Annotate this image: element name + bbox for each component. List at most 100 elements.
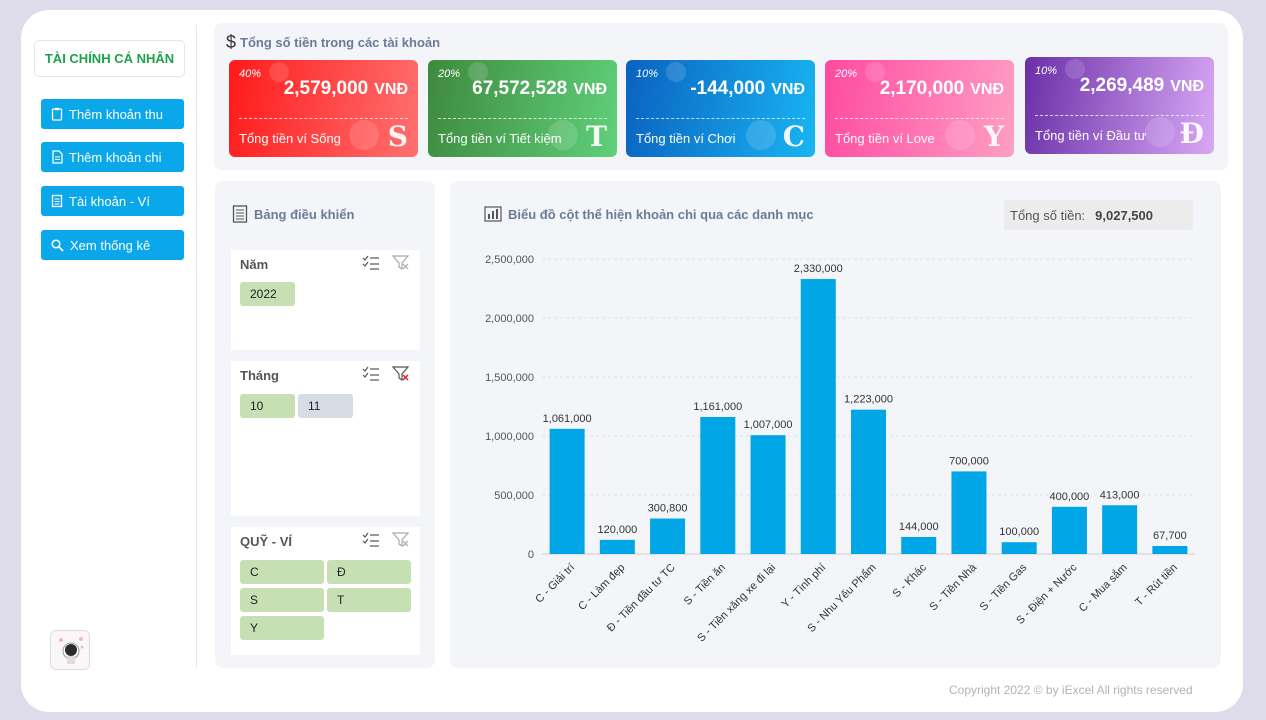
x-tick-label: S - Tiền Gas <box>978 561 1030 613</box>
year-slicer: Năm 2022 <box>231 250 420 350</box>
add-expense-button[interactable]: Thêm khoản chi <box>41 142 184 172</box>
card-decoration <box>468 62 488 82</box>
data-label: 100,000 <box>999 526 1039 538</box>
y-tick-label: 1,500,000 <box>485 372 534 384</box>
card-amount-value: 67,572,528 <box>472 78 568 99</box>
bar <box>901 537 937 554</box>
card-divider <box>835 118 1004 119</box>
card-percent: 20% <box>438 68 461 80</box>
card-divider <box>1035 115 1204 116</box>
card-amount: 2,579,000 VNĐ <box>284 78 408 100</box>
search-icon <box>51 238 64 252</box>
chart-total: Tổng số tiền: 9,027,500 <box>1004 200 1193 230</box>
brand-title: TÀI CHÍNH CÁ NHÂN <box>34 40 185 77</box>
y-tick-label: 500,000 <box>494 490 534 502</box>
card-label: Tổng tiền ví Tiết kiệm <box>438 131 562 146</box>
chart-title-text: Biểu đồ cột thể hiện khoản chi qua các d… <box>508 206 814 222</box>
card-currency: VNĐ <box>1170 78 1204 95</box>
card-decoration <box>865 62 885 82</box>
bar <box>1001 542 1037 554</box>
wallet-card[interactable]: 40% 2,579,000 VNĐ Tổng tiền ví Sống S <box>229 60 418 157</box>
card-amount: 2,269,489 VNĐ <box>1080 75 1204 97</box>
accounts-wallet-button[interactable]: Tài khoản - Ví <box>41 186 184 216</box>
bar <box>599 539 635 554</box>
card-percent: 10% <box>636 68 659 80</box>
slicer-item-t[interactable]: T <box>327 588 411 612</box>
slicer-item-10[interactable]: 10 <box>240 394 295 418</box>
card-amount: 2,170,000 VNĐ <box>880 78 1004 100</box>
card-amount-value: 2,579,000 <box>283 78 369 99</box>
card-amount-value: 2,269,489 <box>1079 75 1165 96</box>
slicer-item-2022[interactable]: 2022 <box>240 282 295 306</box>
x-tick-label: C - Làm đẹp <box>576 562 627 613</box>
card-percent: 20% <box>835 68 858 80</box>
clipboard-icon <box>51 107 63 121</box>
ledger-icon <box>232 205 248 223</box>
expense-bar-chart: 0 500,000 1,000,000 1,500,000 2,000,000 2,500… <box>485 254 1195 644</box>
card-currency: VNĐ <box>771 81 805 98</box>
card-divider <box>239 118 408 119</box>
total-value: 9,027,500 <box>1095 207 1153 223</box>
data-label: 1,223,000 <box>844 394 893 406</box>
x-tick-label: S - Tiền Nhà <box>927 561 979 613</box>
x-tick-label: S - Tiền ăn <box>682 562 728 608</box>
add-expense-label: Thêm khoản chi <box>69 149 162 165</box>
document-icon <box>52 150 63 164</box>
slicer-item-11[interactable]: 11 <box>298 394 353 418</box>
data-label: 1,061,000 <box>543 413 592 425</box>
slicer-item-d[interactable]: Đ <box>327 560 411 584</box>
multi-select-icon[interactable] <box>362 532 380 548</box>
card-decoration <box>548 120 578 150</box>
wallet-card[interactable]: 10% 2,269,489 VNĐ Tổng tiền ví Đầu tư Đ <box>1025 57 1214 154</box>
card-decoration <box>746 120 776 150</box>
card-label: Tổng tiền ví Love <box>835 131 935 146</box>
card-wallet-letter: C <box>782 120 805 153</box>
slicer-item-c[interactable]: C <box>240 560 324 584</box>
card-currency: VNĐ <box>970 81 1004 98</box>
card-amount-value: -144,000 <box>690 78 766 99</box>
slicer-item-y[interactable]: Y <box>240 616 324 640</box>
clear-filter-icon[interactable] <box>392 255 410 271</box>
card-decoration <box>1145 117 1175 147</box>
card-label: Tổng tiền ví Chơi <box>636 131 736 146</box>
data-label: 1,007,000 <box>744 419 793 431</box>
view-statistics-label: Xem thống kê <box>70 237 151 253</box>
card-label: Tổng tiền ví Đầu tư <box>1035 128 1147 143</box>
card-divider <box>438 118 607 119</box>
clear-filter-icon[interactable] <box>392 366 410 382</box>
add-income-button[interactable]: Thêm khoản thu <box>41 99 184 129</box>
bar <box>1152 546 1188 554</box>
chart-title: Biểu đồ cột thể hiện khoản chi qua các d… <box>484 206 814 222</box>
data-label: 400,000 <box>1050 491 1090 503</box>
avatar[interactable] <box>50 630 90 670</box>
card-decoration <box>945 120 975 150</box>
card-wallet-letter: T <box>586 120 607 153</box>
accounts-wallet-label: Tài khoản - Ví <box>69 193 150 209</box>
slicer-item-s[interactable]: S <box>240 588 324 612</box>
summary-title-text: Tổng số tiền trong các tài khoản <box>240 35 441 50</box>
x-tick-label: C - Giải trí <box>533 562 577 606</box>
total-label: Tổng số tiền: <box>1010 207 1086 223</box>
control-title-text: Bảng điều khiển <box>254 206 355 222</box>
multi-select-icon[interactable] <box>362 366 380 382</box>
card-wallet-letter: Y <box>984 120 1004 153</box>
view-statistics-button[interactable]: Xem thống kê <box>41 230 184 260</box>
y-tick-label: 2,500,000 <box>485 254 534 266</box>
wallet-card[interactable]: 20% 2,170,000 VNĐ Tổng tiền ví Love Y <box>825 60 1014 157</box>
add-income-label: Thêm khoản thu <box>69 106 163 122</box>
clear-filter-icon[interactable] <box>392 532 410 548</box>
card-percent: 10% <box>1035 65 1058 77</box>
year-slicer-title: Năm <box>240 257 269 272</box>
wallet-card[interactable]: 20% 67,572,528 VNĐ Tổng tiền ví Tiết kiệm T <box>428 60 617 157</box>
card-wallet-letter: S <box>387 120 408 153</box>
data-label: 413,000 <box>1100 489 1140 501</box>
wallet-card[interactable]: 10% -144,000 VNĐ Tổng tiền ví Chơi C <box>626 60 815 157</box>
x-tick-label: S - Khác <box>891 561 930 600</box>
bar <box>1051 506 1087 554</box>
multi-select-icon[interactable] <box>362 255 380 271</box>
card-label: Tổng tiền ví Sống <box>239 131 341 146</box>
bar <box>700 417 736 554</box>
fund-wallet-slicer: QUỸ - VÍ C Đ S T Y <box>231 527 420 655</box>
card-decoration <box>1065 59 1085 79</box>
data-label: 120,000 <box>597 524 637 536</box>
